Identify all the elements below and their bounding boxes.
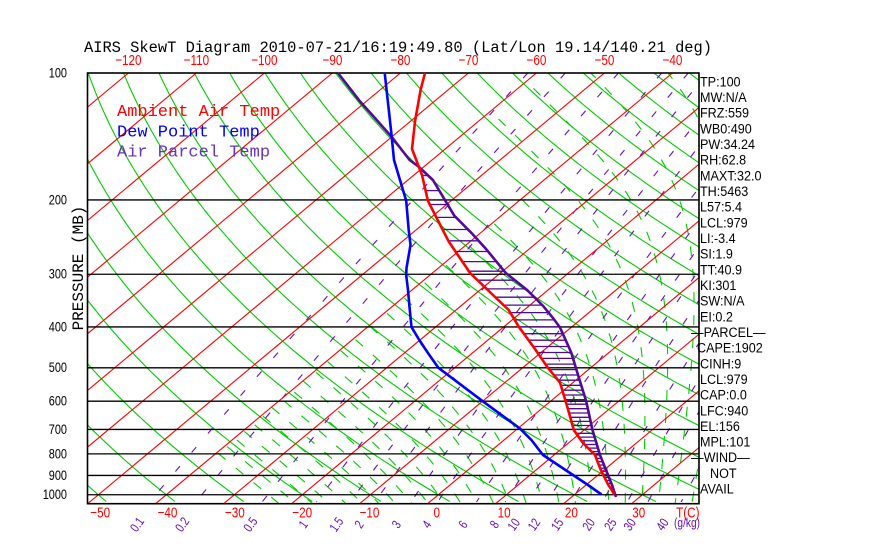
svg-text:30: 30: [632, 504, 645, 521]
svg-text:L57:5.4: L57:5.4: [700, 199, 742, 215]
svg-text:0.5: 0.5: [241, 515, 261, 535]
svg-text:EI:0.2: EI:0.2: [700, 309, 733, 325]
svg-text:PW:34.24: PW:34.24: [700, 136, 755, 152]
svg-text:LCL:979: LCL:979: [700, 371, 748, 387]
svg-text:0: 0: [434, 504, 441, 521]
svg-text:10: 10: [498, 504, 511, 521]
svg-text:40: 40: [654, 516, 673, 534]
svg-text:−90: −90: [322, 52, 342, 69]
svg-text:CAP:0.0: CAP:0.0: [700, 387, 747, 403]
svg-text:−50: −50: [90, 504, 110, 521]
svg-text:300: 300: [49, 266, 67, 282]
svg-text:−120: −120: [115, 52, 141, 69]
svg-text:20: 20: [580, 516, 599, 534]
svg-text:LFC:940: LFC:940: [700, 403, 748, 419]
svg-text:TT:40.9: TT:40.9: [700, 262, 742, 278]
svg-text:100: 100: [49, 65, 67, 81]
svg-text:RH:62.8: RH:62.8: [700, 152, 746, 168]
svg-text:0.2: 0.2: [173, 515, 193, 535]
svg-text:MAXT:32.0: MAXT:32.0: [700, 168, 762, 184]
svg-text:LI:-3.4: LI:-3.4: [700, 230, 736, 246]
svg-text:−60: −60: [526, 52, 546, 69]
svg-text:LCL:979: LCL:979: [700, 215, 748, 231]
svg-text:900: 900: [49, 468, 67, 484]
svg-text:0.1: 0.1: [128, 515, 148, 535]
svg-text:200: 200: [49, 192, 67, 208]
svg-text:1.5: 1.5: [327, 515, 347, 535]
svg-text:SW:N/A: SW:N/A: [700, 293, 745, 309]
svg-text:700: 700: [49, 422, 67, 438]
svg-text:WB0:490: WB0:490: [700, 121, 752, 137]
svg-text:AVAIL: AVAIL: [700, 481, 734, 497]
svg-text:400: 400: [49, 319, 67, 335]
svg-text:800: 800: [49, 446, 67, 462]
svg-text:1000: 1000: [43, 487, 67, 503]
svg-text:KI:301: KI:301: [700, 277, 736, 293]
svg-text:MW:N/A: MW:N/A: [700, 89, 747, 105]
svg-text:SI:1.9: SI:1.9: [700, 246, 733, 262]
svg-text:Dew Point Temp: Dew Point Temp: [117, 123, 260, 142]
svg-text:(g/kg): (g/kg): [674, 516, 700, 530]
svg-text:—PARCEL—: —PARCEL—: [691, 324, 766, 340]
svg-text:25: 25: [602, 516, 620, 534]
svg-text:−80: −80: [390, 52, 410, 69]
svg-text:4: 4: [420, 518, 435, 531]
svg-text:PRESSURE (MB): PRESSURE (MB): [70, 206, 88, 331]
svg-text:12: 12: [525, 516, 543, 534]
svg-text:3: 3: [389, 518, 404, 531]
svg-text:−110: −110: [184, 52, 209, 69]
svg-text:CINH:9: CINH:9: [700, 356, 741, 372]
svg-text:T(C): T(C): [676, 504, 699, 521]
svg-text:15: 15: [548, 516, 566, 534]
svg-text:FRZ:559: FRZ:559: [700, 105, 749, 121]
svg-text:20: 20: [565, 504, 578, 521]
svg-text:NOT: NOT: [710, 465, 737, 481]
svg-text:Ambient Air Temp: Ambient Air Temp: [117, 103, 280, 122]
svg-text:AIRS SkewT Diagram 2010-07-21/: AIRS SkewT Diagram 2010-07-21/16:19:49.8…: [84, 39, 712, 57]
svg-text:Air Parcel Temp: Air Parcel Temp: [117, 144, 270, 163]
svg-text:−40: −40: [158, 504, 178, 521]
svg-text:−70: −70: [458, 52, 478, 69]
svg-text:TP:100: TP:100: [700, 74, 741, 90]
svg-text:MPL:101: MPL:101: [700, 434, 750, 450]
svg-text:—WIND—: —WIND—: [691, 450, 750, 466]
svg-text:−20: −20: [292, 504, 312, 521]
svg-text:6: 6: [456, 518, 471, 531]
svg-text:−40: −40: [662, 52, 682, 69]
svg-text:−100: −100: [251, 52, 277, 69]
svg-text:CAPE:1902: CAPE:1902: [697, 340, 763, 356]
svg-text:500: 500: [49, 360, 67, 376]
svg-text:−30: −30: [225, 504, 245, 521]
svg-text:−10: −10: [360, 504, 380, 521]
svg-text:EL:156: EL:156: [700, 418, 740, 434]
svg-text:600: 600: [49, 393, 67, 409]
svg-text:−50: −50: [594, 52, 614, 69]
svg-text:TH:5463: TH:5463: [700, 183, 748, 199]
